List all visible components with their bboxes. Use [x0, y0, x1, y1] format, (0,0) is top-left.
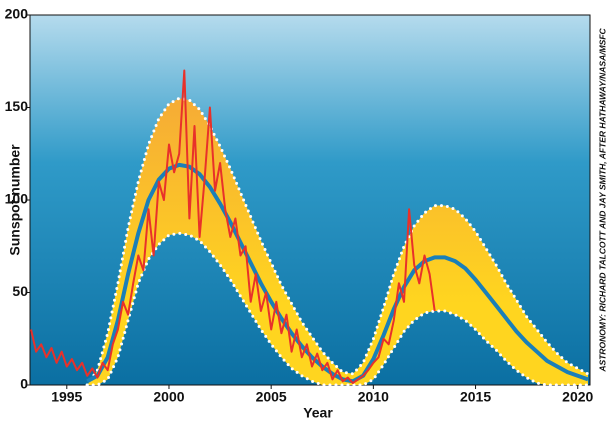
credit: ASTRONOMY: RICHARD TALCOTT AND JAY SMITH…	[597, 27, 607, 372]
y-tick-label: 100	[5, 191, 29, 207]
x-tick-label: 1995	[51, 389, 82, 405]
x-tick-label: 2010	[358, 389, 389, 405]
y-axis-label: Sunspot number	[7, 144, 23, 256]
x-tick-label: 2000	[153, 389, 184, 405]
y-tick-label: 200	[5, 6, 29, 22]
x-axis-label: Year	[303, 405, 333, 421]
y-tick-label: 0	[20, 376, 28, 392]
series-line	[86, 162, 589, 384]
x-tick-label: 2020	[562, 389, 593, 405]
bound-lower	[85, 231, 590, 387]
x-tick-label: 2015	[460, 389, 491, 405]
x-tick-label: 2005	[256, 389, 287, 405]
bound-upper	[85, 96, 590, 387]
series-line	[30, 69, 436, 385]
y-tick-label: 50	[12, 283, 28, 299]
y-tick-label: 150	[5, 98, 29, 114]
prediction-band	[87, 98, 588, 385]
